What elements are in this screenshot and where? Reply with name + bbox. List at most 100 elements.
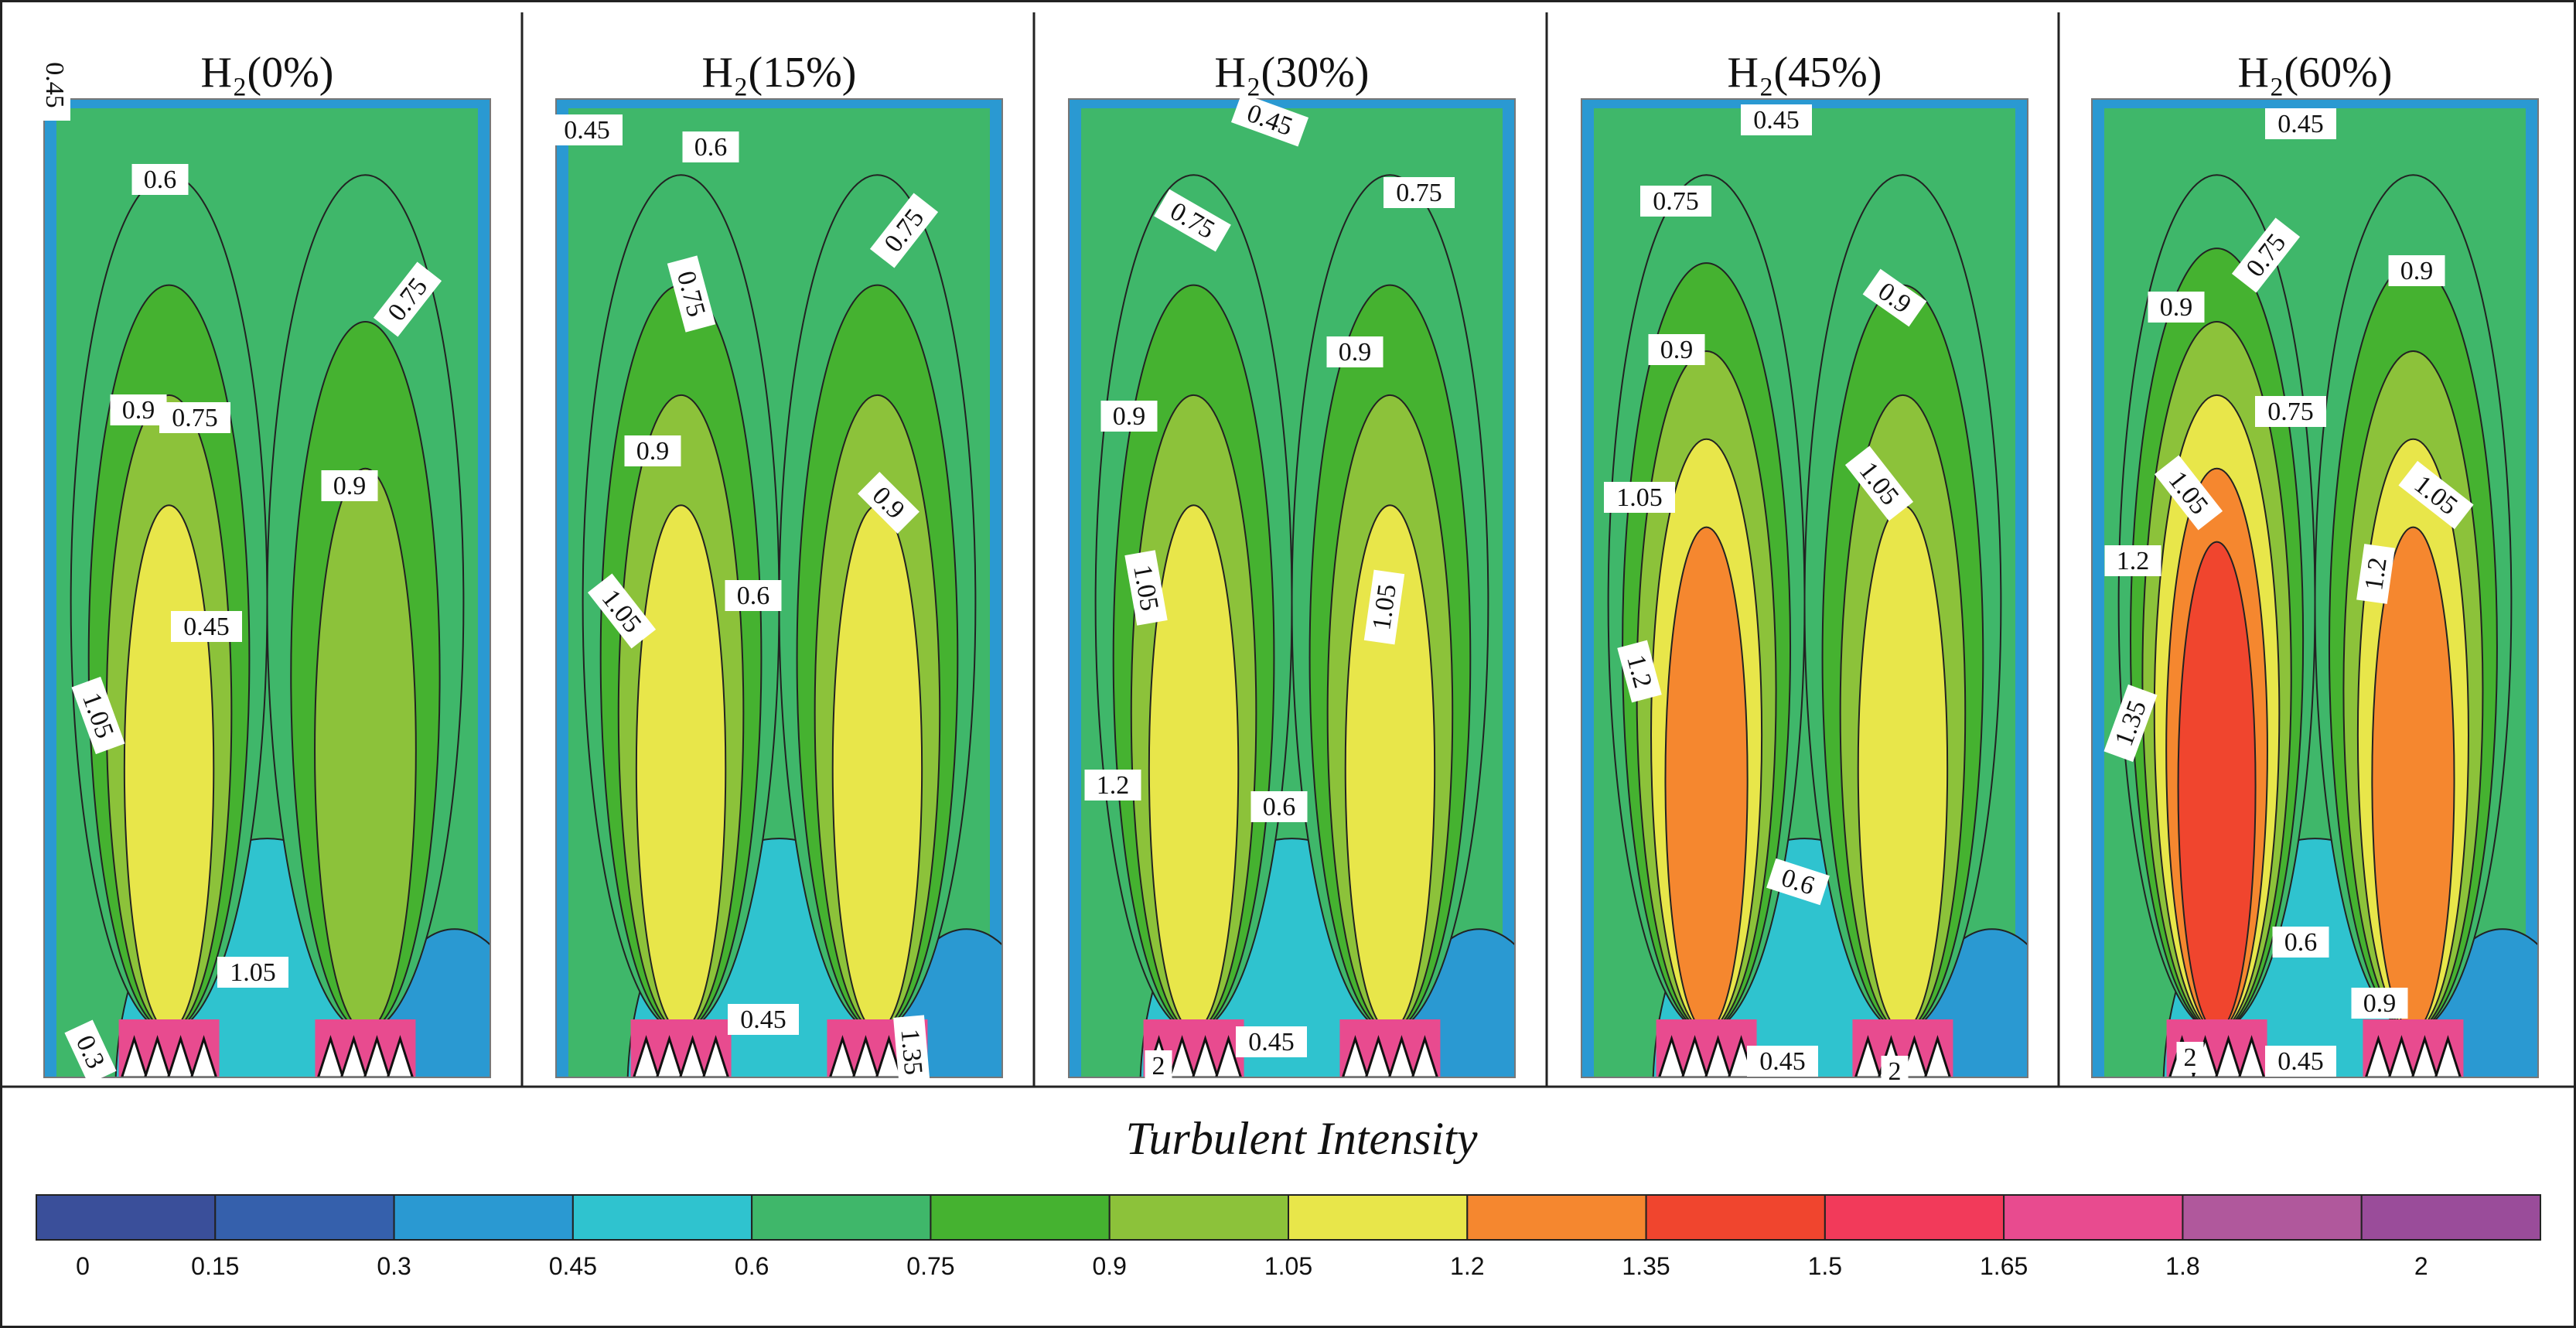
label-box bbox=[667, 255, 716, 333]
wall-band bbox=[44, 99, 490, 108]
label-text: 1.2 bbox=[1097, 771, 1130, 800]
contour-label: 0.9 bbox=[1326, 336, 1384, 367]
nozzle-vane bbox=[1168, 1035, 1196, 1077]
label-box bbox=[682, 131, 739, 162]
contour-label: 0.6 bbox=[131, 164, 189, 195]
colorbar-swatch bbox=[1466, 1194, 1647, 1241]
colorbar-tick-label: 0.45 bbox=[549, 1252, 597, 1280]
contour-label: 0.6 bbox=[1250, 791, 1308, 822]
nozzle-vane bbox=[1387, 1035, 1416, 1077]
contour-label: 0.9 bbox=[2388, 255, 2445, 286]
label-box bbox=[321, 470, 378, 501]
label-text: 0.45 bbox=[564, 116, 610, 145]
colorbar-swatch bbox=[571, 1194, 753, 1241]
colorbar-title: Turbulent Intensity bbox=[1126, 1113, 1478, 1164]
label-box bbox=[1145, 1050, 1172, 1081]
contour-label: 0.45 bbox=[1236, 1026, 1307, 1057]
nozzle-vane bbox=[143, 1035, 172, 1077]
label-text: 1.05 bbox=[1367, 582, 1402, 632]
contour-field bbox=[44, 99, 490, 1077]
contour-label: 0.9 bbox=[2351, 988, 2408, 1019]
contour-label: 1.05 bbox=[217, 957, 288, 988]
contour-label: 0.9 bbox=[321, 470, 378, 501]
nozzle-vane bbox=[2434, 1035, 2462, 1077]
label-text: 2 bbox=[1888, 1057, 1902, 1086]
contour-label: 0.9 bbox=[110, 394, 167, 425]
label-text: 1.35 bbox=[895, 1028, 927, 1076]
wall-band bbox=[1069, 99, 1081, 1077]
label-box bbox=[2388, 255, 2445, 286]
nozzle-vane bbox=[363, 1035, 391, 1077]
label-text: 0.9 bbox=[2160, 293, 2193, 322]
nozzle-vane bbox=[1923, 1035, 1952, 1077]
label-text: 0.75 bbox=[1396, 179, 1442, 207]
label-box bbox=[1084, 770, 1141, 801]
label-text: 0.45 bbox=[40, 62, 69, 108]
nozzle-vane bbox=[1680, 1035, 1709, 1077]
plot-frame bbox=[1581, 98, 2028, 1078]
colorbar-swatch bbox=[1288, 1194, 1469, 1241]
label-box bbox=[1862, 268, 1927, 327]
label-text: 0.45 bbox=[1759, 1047, 1806, 1076]
label-box bbox=[39, 50, 70, 121]
contour-label: 0.9 bbox=[2148, 292, 2205, 323]
contour-panel: H₂(60%)0.450.750.750.90.91.05 1.051.2 1.21… bbox=[2091, 49, 2539, 1078]
contour-label: 1.05 bbox=[1124, 550, 1168, 626]
label-box bbox=[2265, 1046, 2336, 1077]
colorbar-tick-label: 0.6 bbox=[735, 1252, 769, 1280]
label-text: 0.45 bbox=[2277, 110, 2324, 138]
label-box bbox=[2272, 927, 2329, 958]
label-box bbox=[1747, 1046, 1818, 1077]
label-box bbox=[217, 957, 288, 988]
nozzle-vane bbox=[2364, 1035, 2393, 1077]
colorbar-tick-label: 1.35 bbox=[1622, 1252, 1670, 1280]
wall-band bbox=[556, 99, 1002, 108]
label-box bbox=[2398, 460, 2474, 530]
nozzle-vane bbox=[166, 1035, 195, 1077]
label-box bbox=[2255, 396, 2326, 427]
nozzle-vane bbox=[655, 1035, 684, 1077]
colorbar-swatch bbox=[393, 1194, 574, 1241]
label-text: 0.75 bbox=[1653, 187, 1699, 216]
nozzle-vane bbox=[386, 1035, 415, 1077]
label-box bbox=[2351, 988, 2408, 1019]
label-text: 1.05 bbox=[1616, 483, 1663, 512]
label-box bbox=[1844, 446, 1914, 521]
plot-frame bbox=[1068, 98, 1516, 1078]
contour-field bbox=[2092, 99, 2538, 1077]
colorbar-swatch bbox=[2360, 1194, 2542, 1241]
panel-title: H₂(45%) bbox=[1728, 49, 1882, 97]
burner-nozzle bbox=[1656, 1019, 1757, 1077]
contour-band bbox=[2177, 541, 2257, 1032]
colorbar-tick-label: 2 bbox=[2414, 1252, 2428, 1280]
nozzle-vane bbox=[1704, 1035, 1732, 1077]
label-text: 0.6 bbox=[1263, 793, 1296, 821]
colorbar-tick-label: 0.9 bbox=[1092, 1252, 1126, 1280]
right-jet bbox=[266, 174, 465, 1032]
contour-label: 0.75 bbox=[1384, 177, 1455, 208]
label-box bbox=[2356, 544, 2395, 604]
nozzle-vane bbox=[632, 1035, 660, 1077]
contour-label: 1.2 bbox=[2104, 545, 2161, 576]
nozzle-vane bbox=[678, 1035, 707, 1077]
contour-label: 0.75 bbox=[159, 402, 230, 433]
contour-panel: H₂(45%)0.450.750.90.91.05 1.051.20.60.45 2 bbox=[1581, 49, 2028, 1087]
contour-label: 1.35 bbox=[893, 1015, 930, 1089]
label-text: 0.9 bbox=[1339, 338, 1372, 367]
contour-label: 0.45 bbox=[551, 114, 623, 145]
colorbar-swatch bbox=[36, 1194, 217, 1241]
label-text: 0.45 bbox=[1248, 1028, 1295, 1057]
label-text: 0.45 bbox=[183, 613, 230, 641]
label-text: 0.9 bbox=[1113, 402, 1146, 431]
nozzle-vane bbox=[1214, 1035, 1243, 1077]
nozzle-vane bbox=[1411, 1035, 1439, 1077]
label-text: 2 bbox=[2184, 1043, 2197, 1072]
contour-label: 0.6 bbox=[2272, 927, 2329, 958]
label-text: 0.9 bbox=[122, 396, 155, 425]
label-box bbox=[1617, 640, 1662, 703]
label-box bbox=[1881, 1056, 1909, 1087]
plot-frame bbox=[2091, 98, 2539, 1078]
colorbar-tick-label: 1.2 bbox=[1450, 1252, 1484, 1280]
label-text: 0.9 bbox=[333, 472, 367, 500]
label-text: 0.75 bbox=[2267, 398, 2314, 426]
